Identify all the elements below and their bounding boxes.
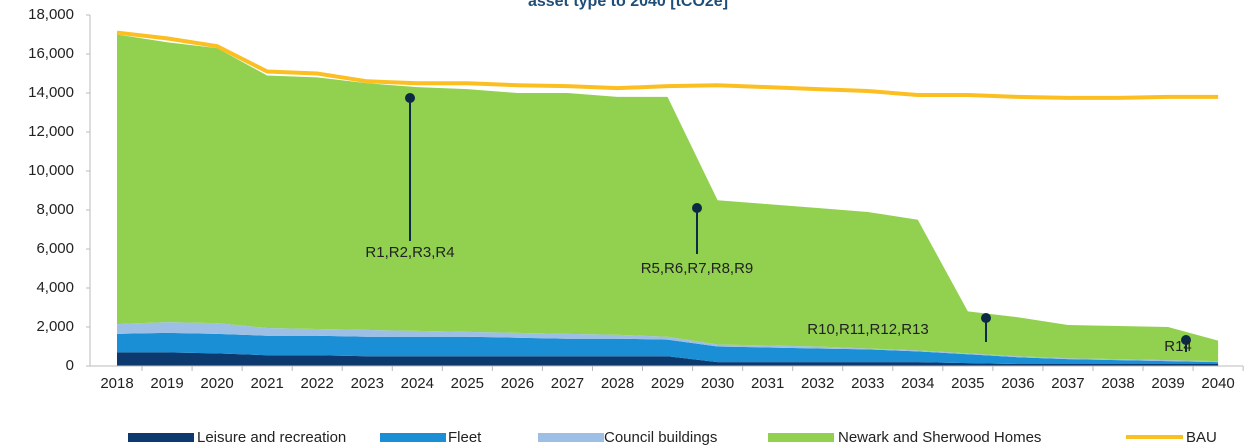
- y-tick-label: 6,000: [36, 240, 74, 257]
- line: [116, 30, 1219, 100]
- legend-swatch: [128, 433, 194, 442]
- legend-label: Newark and Sherwood Homes: [838, 429, 1041, 446]
- pin-head: [981, 313, 991, 323]
- x-tick-label: 2037: [1051, 375, 1084, 392]
- x-tick-label: 2020: [200, 375, 233, 392]
- x-tick-label: 2034: [901, 375, 934, 392]
- area: [117, 352, 1219, 366]
- legend-label: Fleet: [448, 429, 482, 446]
- y-tick-label: 2,000: [36, 318, 74, 335]
- y-tick-label: 14,000: [28, 84, 74, 101]
- y-tick-label: 4,000: [36, 279, 74, 296]
- x-tick-label: 2040: [1201, 375, 1234, 392]
- x-tick-label: 2025: [451, 375, 484, 392]
- chart-title: asset type to 2040 [tCO2e]: [528, 0, 728, 10]
- x-tick-label: 2022: [301, 375, 334, 392]
- area: [117, 34, 1219, 362]
- y-tick-label: 10,000: [28, 162, 74, 179]
- x-tick-label: 2024: [401, 375, 434, 392]
- x-tick-label: 2039: [1151, 375, 1184, 392]
- x-tick-label: 2029: [651, 375, 684, 392]
- annotation: R10,R11,R12,R13: [807, 321, 928, 338]
- y-tick-label: 8,000: [36, 201, 74, 218]
- y-tick-label: 12,000: [28, 123, 74, 140]
- x-tick-label: 2035: [951, 375, 984, 392]
- x-tick-label: 2031: [751, 375, 784, 392]
- y-tick-label: 18,000: [28, 6, 74, 23]
- legend-swatch: [538, 433, 604, 442]
- legend-swatch: [768, 433, 834, 442]
- x-tick-label: 2023: [351, 375, 384, 392]
- pin-head: [692, 203, 702, 213]
- x-tick-label: 2032: [801, 375, 834, 392]
- annotation: R1,R2,R3,R4: [365, 244, 454, 261]
- x-tick-label: 2036: [1001, 375, 1034, 392]
- area: [117, 332, 1219, 365]
- x-tick-label: 2021: [250, 375, 283, 392]
- legend-label: BAU: [1186, 429, 1217, 446]
- legend-label: Council buildings: [604, 429, 717, 446]
- annotation: R5,R6,R7,R8,R9: [641, 260, 754, 277]
- pin-head: [405, 93, 415, 103]
- x-tick-label: 2027: [551, 375, 584, 392]
- x-tick-label: 2033: [851, 375, 884, 392]
- x-tick-label: 2018: [100, 375, 133, 392]
- area: [117, 322, 1219, 363]
- legend-label: Leisure and recreation: [197, 429, 346, 446]
- x-tick-label: 2030: [701, 375, 734, 392]
- annotation: R14: [1164, 338, 1192, 355]
- pin-head: [1181, 335, 1191, 345]
- y-tick-label: 16,000: [28, 45, 74, 62]
- x-tick-label: 2019: [150, 375, 183, 392]
- x-tick-label: 2028: [601, 375, 634, 392]
- legend-swatch: [380, 433, 446, 442]
- x-tick-label: 2038: [1101, 375, 1134, 392]
- x-tick-label: 2026: [501, 375, 534, 392]
- y-tick-label: 0: [66, 357, 74, 374]
